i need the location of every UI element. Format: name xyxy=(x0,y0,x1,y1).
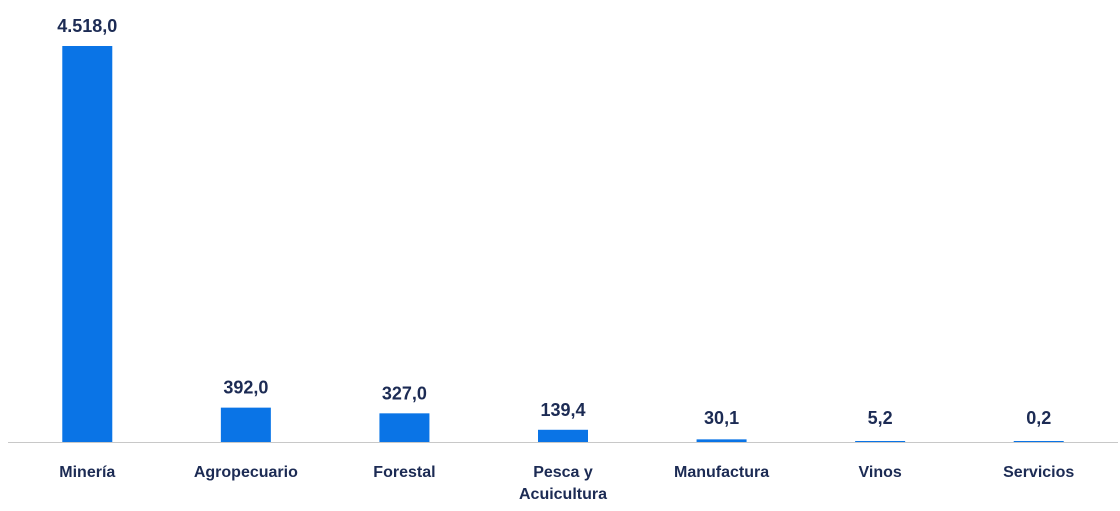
bar-1 xyxy=(220,407,271,442)
bar-0 xyxy=(62,46,113,442)
value-label-6: 0,2 xyxy=(1026,408,1051,428)
category-label-0: Minería xyxy=(59,464,115,481)
value-label-2: 327,0 xyxy=(382,383,427,403)
value-label-3: 139,4 xyxy=(540,400,585,420)
bar-5 xyxy=(855,441,906,442)
value-label-5: 5,2 xyxy=(868,408,893,428)
bar-6 xyxy=(1013,441,1064,442)
bar-4 xyxy=(696,439,747,442)
category-label-2: Forestal xyxy=(373,464,435,481)
bar-3 xyxy=(538,429,588,442)
category-label-1: Agropecuario xyxy=(194,464,298,481)
category-label-3: Pesca y Acuicultura xyxy=(519,464,607,503)
category-label-6: Servicios xyxy=(1003,464,1074,481)
bar-2 xyxy=(379,413,430,442)
category-label-5: Vinos xyxy=(859,464,902,481)
value-labels-layer: 4.518,0 392,0 327,0 139,4 30,1 5,2 0,2 xyxy=(57,16,1051,428)
category-labels-layer: Minería Agropecuario Forestal Pesca y Acuicu… xyxy=(59,464,1074,503)
bars-layer xyxy=(62,46,1064,442)
value-label-1: 392,0 xyxy=(223,378,268,398)
category-label-4: Manufactura xyxy=(674,464,769,481)
value-label-0: 4.518,0 xyxy=(57,16,117,36)
value-label-4: 30,1 xyxy=(704,408,739,428)
